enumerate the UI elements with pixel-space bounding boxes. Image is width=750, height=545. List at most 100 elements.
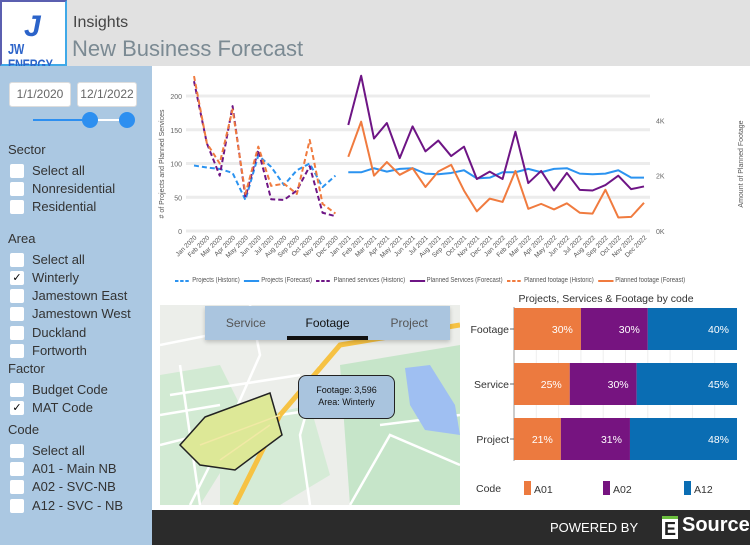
checkbox[interactable] bbox=[10, 499, 24, 513]
start-date-input[interactable]: 1/1/2020 bbox=[9, 82, 71, 107]
legend-item[interactable]: Planned footage (Historic) bbox=[506, 277, 594, 284]
legend-item[interactable]: Projects (Historic) bbox=[175, 277, 240, 284]
legend-label: Planned services (Historic) bbox=[333, 277, 406, 284]
filter-option-label[interactable]: Jamestown West bbox=[32, 306, 131, 321]
data-label: 48% bbox=[708, 434, 729, 446]
data-label: 40% bbox=[708, 324, 729, 336]
series-line-projects-forecast- bbox=[348, 167, 644, 180]
checkbox[interactable] bbox=[10, 326, 24, 340]
map-tooltip: Footage: 3,596 Area: Winterly bbox=[298, 375, 395, 419]
checkbox[interactable] bbox=[10, 444, 24, 458]
series-line-planned-footage-historic- bbox=[193, 75, 337, 215]
lake bbox=[405, 365, 460, 435]
filter-sidebar: 1/1/2020 12/1/2022 Sector Select all Nonre… bbox=[0, 66, 152, 545]
legend-swatch bbox=[409, 279, 425, 282]
legend-label: Planned footage (Foreast) bbox=[615, 277, 686, 284]
bar-segment-a01 bbox=[514, 363, 570, 405]
legend-label: Projects (Historic) bbox=[192, 277, 240, 284]
tab-project[interactable]: Project bbox=[390, 316, 428, 330]
checkbox[interactable] bbox=[10, 164, 24, 178]
legend-swatch bbox=[598, 279, 614, 282]
legend-swatch bbox=[175, 279, 191, 282]
date-slider-track-rest bbox=[88, 119, 126, 121]
checkbox[interactable] bbox=[10, 480, 24, 494]
legend-item[interactable]: Projects (Forecast) bbox=[244, 277, 312, 284]
filter-option-label[interactable]: A02 - SVC-NB bbox=[32, 479, 116, 494]
filter-option-label[interactable]: A01 - Main NB bbox=[32, 461, 117, 476]
checkbox[interactable] bbox=[10, 344, 24, 358]
checkbox-checked[interactable]: ✓ bbox=[10, 271, 24, 285]
filter-option-label[interactable]: A12 - SVC - NB bbox=[32, 498, 124, 513]
data-label: 25% bbox=[541, 379, 562, 391]
filter-heading-factor: Factor bbox=[8, 361, 45, 376]
legend-item[interactable]: Planned footage (Foreast) bbox=[598, 277, 685, 284]
filter-option-label[interactable]: Select all bbox=[32, 252, 85, 267]
y2-tick-label: 4K bbox=[656, 118, 665, 125]
map-tabs: Service Footage Project bbox=[205, 306, 450, 340]
date-slider-start-handle[interactable] bbox=[82, 112, 98, 128]
end-date-input[interactable]: 12/1/2022 bbox=[77, 82, 137, 107]
filter-option-label[interactable]: Budget Code bbox=[32, 382, 108, 397]
y-tick-label: 0 bbox=[178, 229, 182, 236]
checkbox[interactable] bbox=[10, 200, 24, 214]
header: JJW ENERGY Insights New Business Forecas… bbox=[0, 0, 750, 74]
bar-segment-a12 bbox=[636, 363, 737, 405]
date-slider-track[interactable] bbox=[33, 119, 88, 121]
tab-service[interactable]: Service bbox=[225, 316, 266, 330]
powered-by-text: POWERED BY bbox=[550, 520, 639, 535]
series-line-planned-footage-foreast- bbox=[347, 120, 645, 219]
filter-option-label[interactable]: Residential bbox=[32, 199, 97, 214]
tab-footage[interactable]: Footage bbox=[286, 306, 369, 340]
legend-swatch-a02 bbox=[603, 481, 610, 495]
footer: POWERED BY E Source bbox=[152, 510, 750, 545]
legend-item[interactable]: Planned Services (Forecast) bbox=[409, 277, 503, 284]
data-label: 21% bbox=[532, 434, 553, 446]
legend-item[interactable]: Planned services (Historic) bbox=[316, 277, 405, 284]
series-line-projects-historic- bbox=[193, 154, 337, 201]
filter-option-label[interactable]: Jamestown East bbox=[32, 288, 128, 303]
legend-label: A02 bbox=[613, 484, 632, 496]
legend-swatch bbox=[244, 279, 260, 282]
checkbox[interactable] bbox=[10, 289, 24, 303]
filter-option-label[interactable]: Nonresidential bbox=[32, 181, 116, 196]
category-label: Service bbox=[474, 379, 509, 391]
category-label: Project bbox=[476, 434, 509, 446]
paths bbox=[199, 414, 281, 461]
checkbox[interactable] bbox=[10, 307, 24, 321]
category-label: Footage bbox=[470, 324, 509, 336]
data-label: 30% bbox=[608, 379, 629, 391]
legend-swatch bbox=[316, 279, 332, 282]
esource-logo: E bbox=[662, 516, 678, 539]
checkbox-checked[interactable]: ✓ bbox=[10, 401, 24, 415]
filter-option-label[interactable]: MAT Code bbox=[32, 400, 93, 415]
filter-option-label[interactable]: Select all bbox=[32, 443, 85, 458]
legend-label: Projects (Forecast) bbox=[261, 277, 313, 284]
code-bar-chart: Projects, Services & Footage by code Foot… bbox=[462, 288, 750, 508]
y2-tick-label: 2K bbox=[656, 174, 665, 181]
winterly-area-polygon[interactable] bbox=[178, 392, 283, 471]
y-axis-label: # of Projects and Planned Services bbox=[159, 109, 166, 218]
filter-heading-area: Area bbox=[8, 231, 36, 246]
checkbox[interactable] bbox=[10, 462, 24, 476]
tooltip-area: Area: Winterly bbox=[318, 397, 375, 407]
logo: JJW ENERGY bbox=[0, 0, 67, 74]
y2-tick-label: 0K bbox=[656, 229, 665, 236]
legend-label: Planned Services (Forecast) bbox=[426, 277, 503, 284]
legend-title: Code bbox=[476, 483, 501, 495]
series-line-planned-services-forecast- bbox=[347, 74, 645, 192]
legend-swatch-a01 bbox=[524, 481, 531, 495]
line-chart-legend: Projects (Historic) Projects (Forecast) Pl… bbox=[175, 277, 685, 284]
filter-option-label[interactable]: Duckland bbox=[32, 325, 87, 340]
filter-option-label[interactable]: Select all bbox=[32, 163, 85, 178]
y-tick-label: 50 bbox=[174, 195, 182, 202]
data-label: 30% bbox=[619, 324, 640, 336]
bar-segment-a02 bbox=[580, 308, 648, 350]
checkbox[interactable] bbox=[10, 383, 24, 397]
date-slider-end-handle[interactable] bbox=[119, 112, 135, 128]
data-label: 30% bbox=[552, 324, 573, 336]
filter-option-label[interactable]: Winterly bbox=[32, 270, 79, 285]
filter-option-label[interactable]: Fortworth bbox=[32, 343, 87, 358]
bar-segment-a12 bbox=[629, 418, 737, 460]
checkbox[interactable] bbox=[10, 253, 24, 267]
checkbox[interactable] bbox=[10, 182, 24, 196]
